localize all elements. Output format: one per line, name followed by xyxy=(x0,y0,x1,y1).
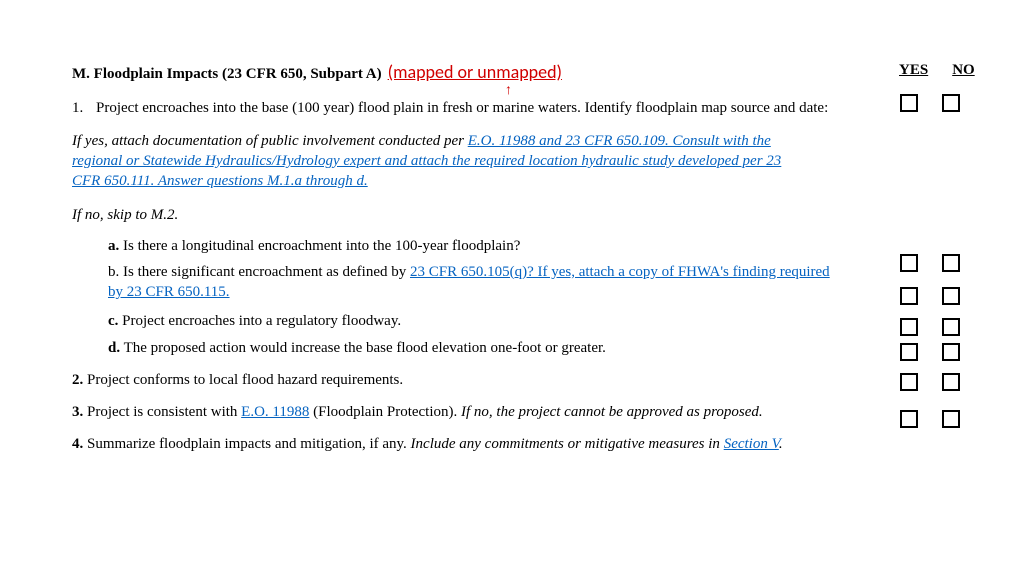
question-4: 4. Summarize floodplain impacts and miti… xyxy=(72,434,812,454)
q3-link[interactable]: E.O. 11988 xyxy=(241,404,309,420)
sub-b: b. Is there significant encroachment as … xyxy=(108,262,832,303)
yes-header: YES xyxy=(899,60,928,80)
yes-checkbox[interactable] xyxy=(900,94,918,112)
yes-no-header: YES NO xyxy=(899,60,975,80)
no-checkbox[interactable] xyxy=(942,343,960,361)
mapped-annotation: (mapped or unmapped) xyxy=(388,60,562,84)
q4-period: . xyxy=(779,436,783,452)
q2-label: 2. xyxy=(72,372,83,388)
checkbox-row xyxy=(900,410,960,428)
annotation-arrow-icon: ↑ xyxy=(505,80,512,99)
sub-c-text: Project encroaches into a regulatory flo… xyxy=(118,313,401,329)
q1-text: Project encroaches into the base (100 ye… xyxy=(96,98,832,118)
yes-checkbox[interactable] xyxy=(900,373,918,391)
sub-a: a. Is there a longitudinal encroachment … xyxy=(108,236,832,256)
sub-a-text: Is there a longitudinal encroachment int… xyxy=(119,238,520,254)
section-header-row: M. Floodplain Impacts (23 CFR 650, Subpa… xyxy=(72,60,832,84)
if-no-note: If no, skip to M.2. xyxy=(72,205,832,225)
q4-italic-wrap: Include any commitments or mitigative me… xyxy=(411,436,783,452)
yes-checkbox[interactable] xyxy=(900,254,918,272)
question-1: 1. Project encroaches into the base (100… xyxy=(72,98,832,118)
sub-d: d. The proposed action would increase th… xyxy=(108,338,832,358)
yes-checkbox[interactable] xyxy=(900,287,918,305)
q4-text: Summarize floodplain impacts and mitigat… xyxy=(83,436,410,452)
no-header: NO xyxy=(952,60,975,80)
q3-text1: Project is consistent with xyxy=(83,404,241,420)
checkbox-row xyxy=(900,343,960,361)
no-checkbox[interactable] xyxy=(942,410,960,428)
checkbox-row xyxy=(900,94,960,112)
sub-c-label: c. xyxy=(108,313,118,329)
no-checkbox[interactable] xyxy=(942,94,960,112)
sub-c: c. Project encroaches into a regulatory … xyxy=(108,311,832,331)
note-yes-prefix: If yes, attach documentation of public i… xyxy=(72,133,468,149)
sub-a-label: a. xyxy=(108,238,119,254)
q2-text: Project conforms to local flood hazard r… xyxy=(83,372,403,388)
q3-label: 3. xyxy=(72,404,83,420)
if-yes-note: If yes, attach documentation of public i… xyxy=(72,131,812,192)
q4-label: 4. xyxy=(72,436,83,452)
question-2: 2. Project conforms to local flood hazar… xyxy=(72,370,832,390)
sub-d-text: The proposed action would increase the b… xyxy=(120,340,606,356)
no-checkbox[interactable] xyxy=(942,254,960,272)
no-checkbox[interactable] xyxy=(942,287,960,305)
q4-italic-prefix: Include any commitments or mitigative me… xyxy=(411,436,724,452)
sub-b-prefix: b. Is there significant encroachment as … xyxy=(108,264,410,280)
no-checkbox[interactable] xyxy=(942,373,960,391)
yes-checkbox[interactable] xyxy=(900,343,918,361)
q3-italic: If no, the project cannot be approved as… xyxy=(461,404,763,420)
checkbox-row xyxy=(900,373,960,391)
sub-d-label: d. xyxy=(108,340,120,356)
q3-text2: (Floodplain Protection). xyxy=(309,404,461,420)
checkbox-row xyxy=(900,287,960,305)
q4-link[interactable]: Section V xyxy=(724,436,779,452)
checkbox-row xyxy=(900,318,960,336)
q1-number: 1. xyxy=(72,98,96,118)
checkbox-row xyxy=(900,254,960,272)
yes-checkbox[interactable] xyxy=(900,318,918,336)
section-title: M. Floodplain Impacts (23 CFR 650, Subpa… xyxy=(72,64,382,84)
question-3: 3. Project is consistent with E.O. 11988… xyxy=(72,402,812,422)
yes-checkbox[interactable] xyxy=(900,410,918,428)
no-checkbox[interactable] xyxy=(942,318,960,336)
content-column: M. Floodplain Impacts (23 CFR 650, Subpa… xyxy=(72,60,832,455)
